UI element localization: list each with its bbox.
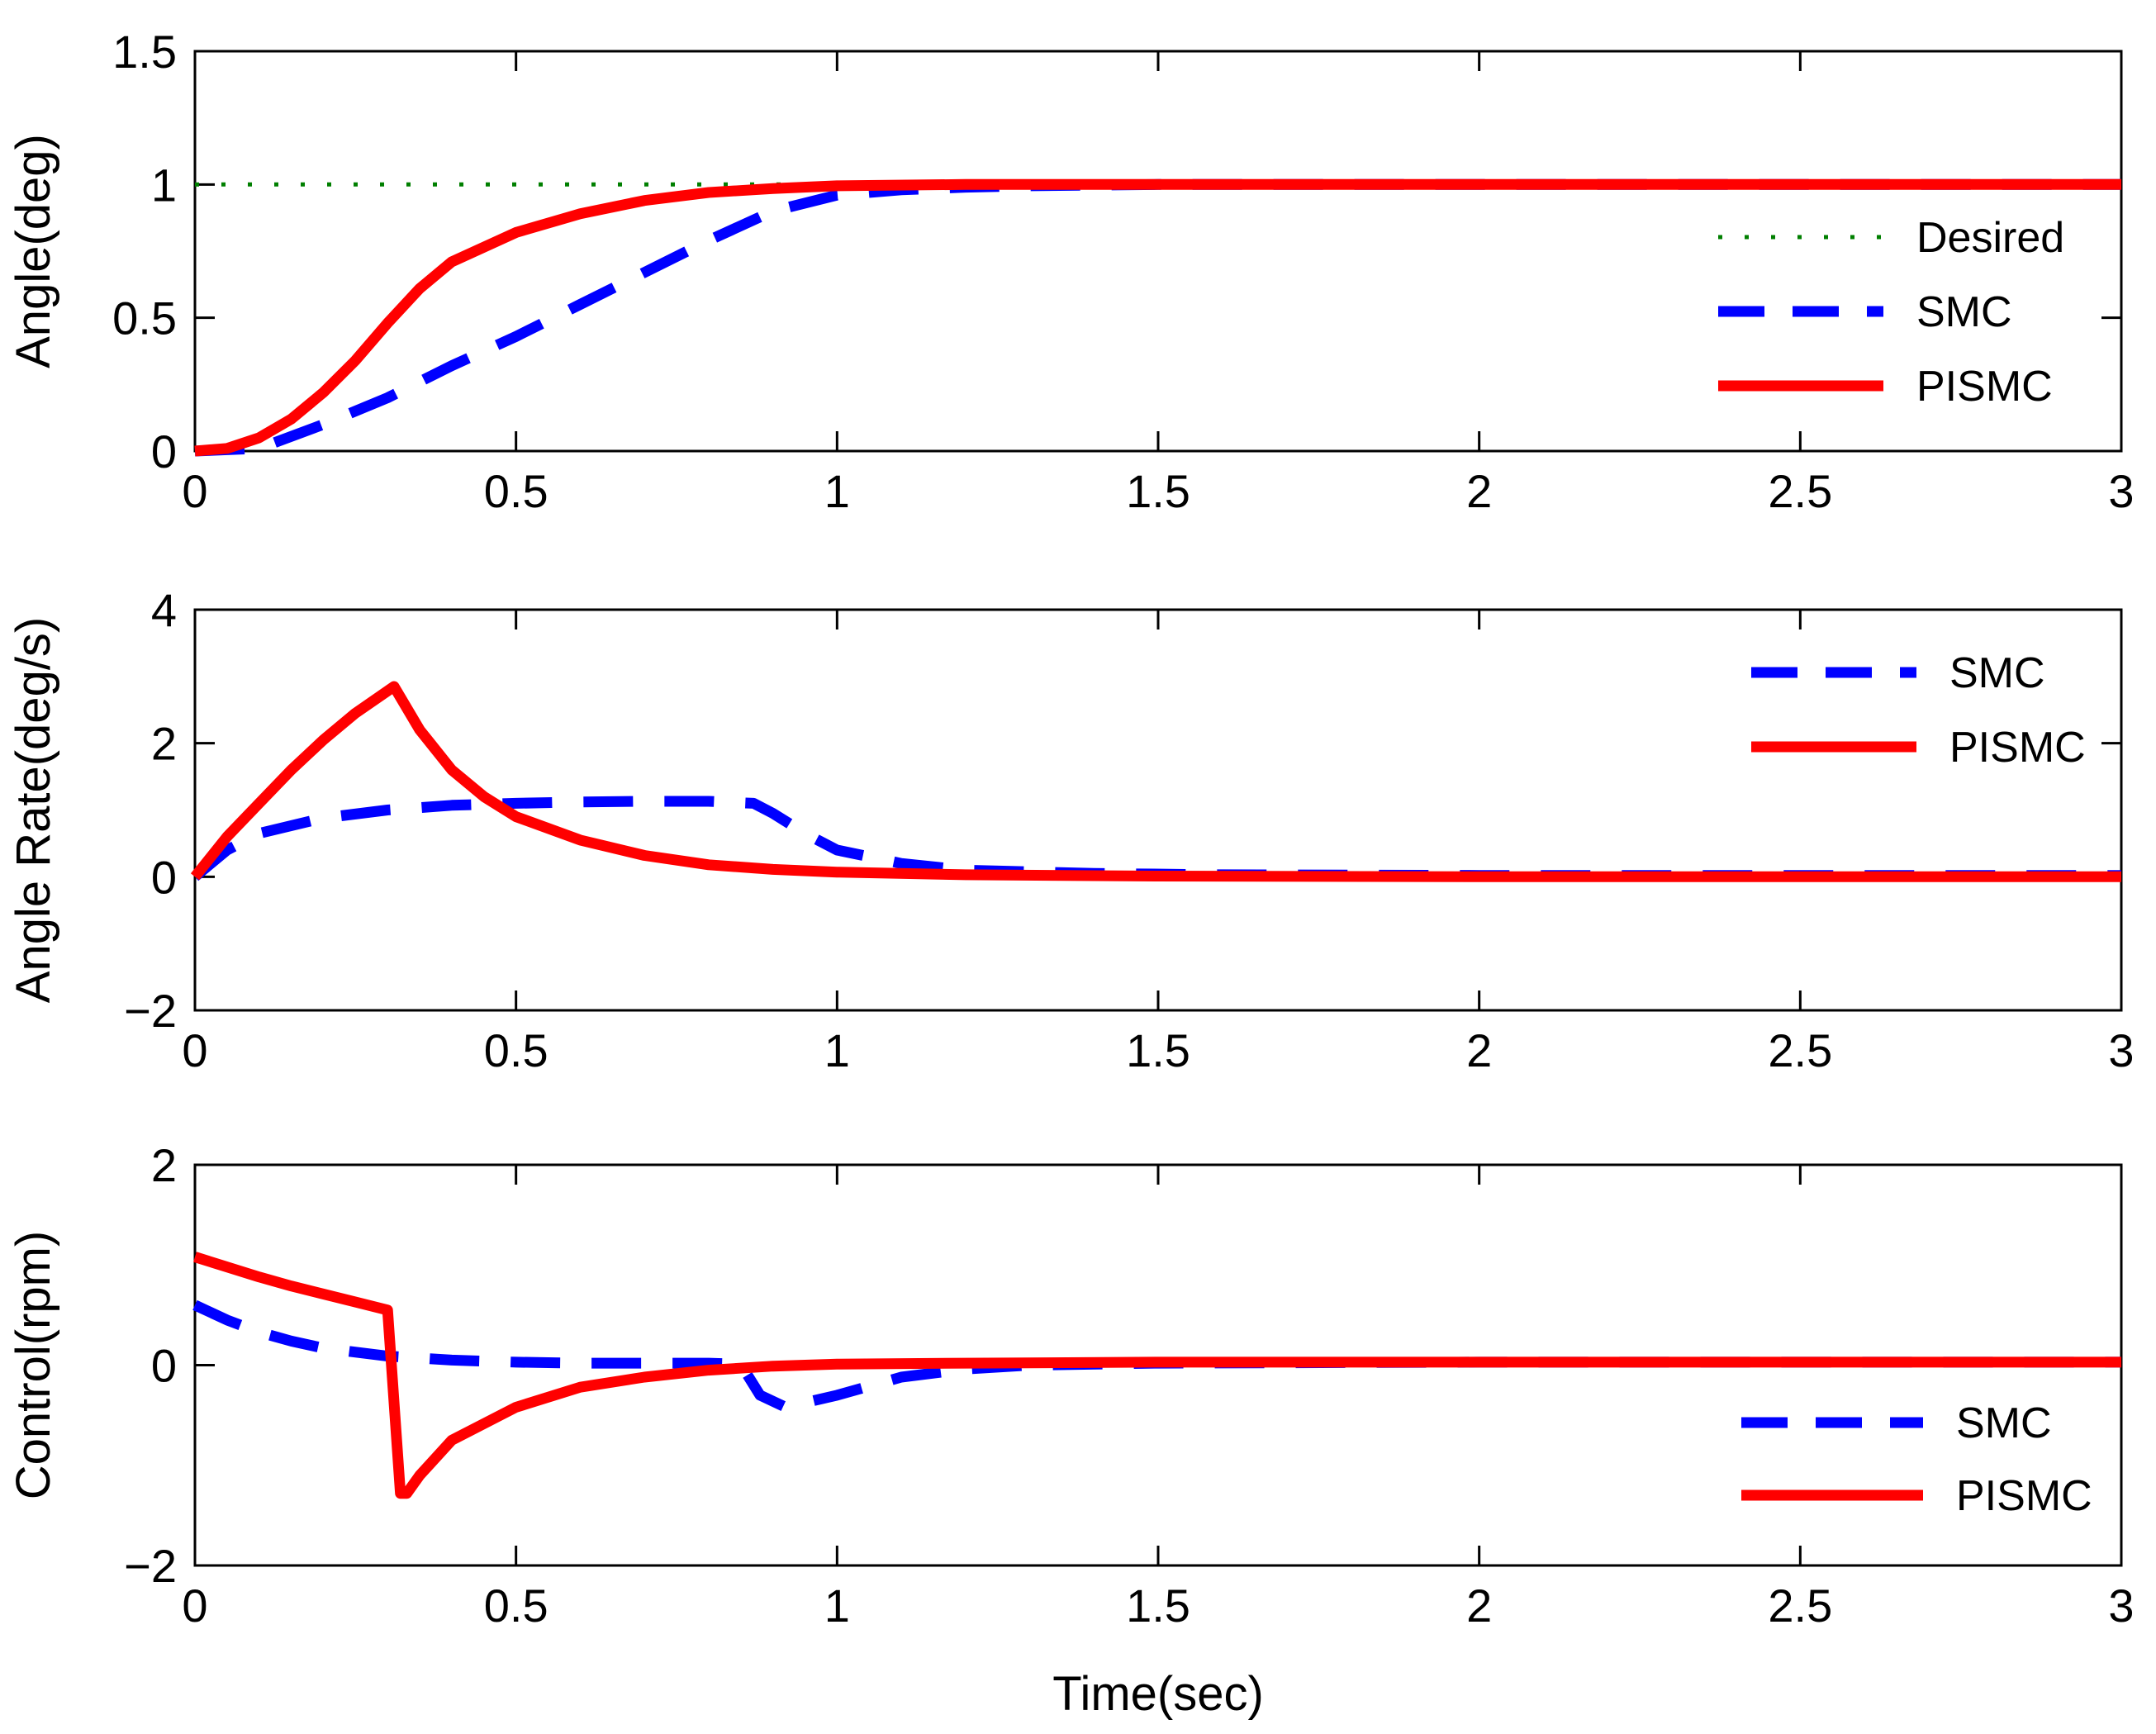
x-tick-label: 1 bbox=[824, 1024, 850, 1076]
x-tick-label: 0.5 bbox=[484, 1024, 548, 1076]
x-tick-label: 2.5 bbox=[1768, 465, 1832, 517]
y-axis-label: Angle Rate(deg/s) bbox=[7, 617, 60, 1003]
y-tick-label: 1.5 bbox=[112, 26, 177, 78]
legend-label-pismc: PISMC bbox=[1916, 363, 2053, 411]
x-tick-label: 2 bbox=[1466, 1580, 1492, 1632]
legend-label-desired: Desired bbox=[1916, 214, 2064, 262]
legend-label-smc: SMC bbox=[1949, 649, 2045, 697]
x-tick-label: 2 bbox=[1466, 1024, 1492, 1076]
y-axis-label: Control(rpm) bbox=[7, 1231, 60, 1500]
series-line-pismc bbox=[193, 1252, 2121, 1499]
x-tick-label: 1 bbox=[824, 465, 850, 517]
x-tick-label: 1 bbox=[824, 1580, 850, 1632]
x-tick-label: 0.5 bbox=[484, 465, 548, 517]
y-axis-label: Angle(deg) bbox=[7, 134, 60, 368]
x-tick-label: 0 bbox=[182, 1024, 207, 1076]
series-line-pismc bbox=[194, 178, 2121, 457]
series-line-smc bbox=[191, 796, 2121, 881]
y-tick-label: 0 bbox=[151, 1340, 177, 1392]
y-tick-label: 4 bbox=[151, 584, 177, 636]
y-tick-label: 2 bbox=[151, 1139, 177, 1191]
y-tick-label: 0 bbox=[151, 425, 177, 477]
chart-panel-1: 0 0.5 1 1.5 2 2.5 3 0 0.5 1 1.5 Angle(deg) Desired SM… bbox=[7, 26, 2135, 517]
y-tick-label: −2 bbox=[124, 985, 177, 1037]
y-tick-label: 0.5 bbox=[112, 292, 177, 344]
y-tick-label: 1 bbox=[151, 159, 177, 211]
series-line-pismc bbox=[190, 681, 2121, 882]
x-tick-label: 3 bbox=[2108, 1580, 2134, 1632]
x-tick-label: 2.5 bbox=[1768, 1024, 1832, 1076]
series-line-smc bbox=[194, 178, 2121, 457]
legend-label-smc: SMC bbox=[1916, 288, 2012, 336]
legend-label-smc: SMC bbox=[1956, 1399, 2052, 1447]
x-tick-label: 0.5 bbox=[484, 1580, 548, 1632]
x-tick-label: 2.5 bbox=[1768, 1580, 1832, 1632]
y-tick-label: 2 bbox=[151, 718, 177, 770]
legend-label-pismc: PISMC bbox=[1956, 1472, 2092, 1520]
chart-panel-3: 0 0.5 1 1.5 2 2.5 3−202Control(rpm)Time(sec)SM… bbox=[7, 1139, 2135, 1721]
series-line-smc bbox=[192, 1299, 2121, 1413]
x-tick-label: 2 bbox=[1466, 465, 1492, 517]
x-tick-label: 3 bbox=[2108, 465, 2134, 517]
x-tick-label: 3 bbox=[2108, 1024, 2134, 1076]
y-tick-label: 0 bbox=[151, 851, 177, 903]
x-tick-label: 1.5 bbox=[1126, 1580, 1190, 1632]
x-axis-label: Time(sec) bbox=[1052, 1667, 1264, 1721]
panels: 0 0.5 1 1.5 2 2.5 3 0 0.5 1 1.5 Angle(deg) Desired SM… bbox=[7, 26, 2135, 1721]
y-tick-label: −2 bbox=[124, 1540, 177, 1592]
legend-label-pismc: PISMC bbox=[1949, 724, 2086, 772]
x-tick-label: 0 bbox=[182, 465, 207, 517]
x-tick-label: 0 bbox=[182, 1580, 207, 1632]
x-tick-label: 1.5 bbox=[1126, 465, 1190, 517]
x-tick-label: 1.5 bbox=[1126, 1024, 1190, 1076]
